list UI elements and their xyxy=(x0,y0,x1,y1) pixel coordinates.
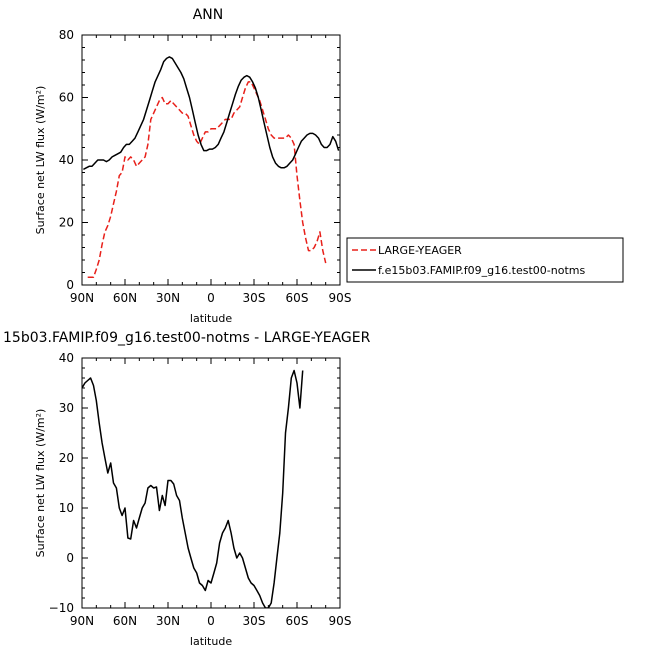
legend: LARGE-YEAGER f.e15b03.FAMIP.f09_g16.test0… xyxy=(346,237,624,283)
y-tick-label: 80 xyxy=(59,28,74,42)
x-tick-label: 90N xyxy=(70,614,94,628)
x-tick-label: 30S xyxy=(243,291,266,305)
x-tick-label: 90S xyxy=(329,291,352,305)
legend-box xyxy=(346,237,624,283)
x-tick-label: 90S xyxy=(329,614,352,628)
x-tick-label: 60S xyxy=(286,291,309,305)
bottom-panel: 90N 60N 30N 0 30S 60S 90S −10 0 10 20 30 40 latitude S… xyxy=(3,330,371,648)
y-tick-label: 20 xyxy=(59,216,74,230)
legend-label: f.e15b03.FAMIP.f09_g16.test00-notms xyxy=(378,264,585,277)
x-tick-label: 90N xyxy=(70,291,94,305)
x-axis-label: latitude xyxy=(190,635,232,648)
y-tick-label: 60 xyxy=(59,91,74,105)
series-line-large-yeager xyxy=(87,81,327,278)
chart-title: ANN xyxy=(193,7,224,23)
y-tick-label: 40 xyxy=(59,351,74,365)
y-tick-label: −10 xyxy=(49,601,74,615)
series-line-model xyxy=(83,56,340,171)
x-tick-label: 60S xyxy=(286,614,309,628)
y-tick-label: 10 xyxy=(59,501,74,515)
y-tick-label: 40 xyxy=(59,153,74,167)
y-axis-label: Surface net LW flux (W/m²) xyxy=(34,409,47,558)
chart-title: 15b03.FAMIP.f09_g16.test00-notms - LARGE… xyxy=(3,330,371,346)
x-tick-label: 0 xyxy=(207,614,215,628)
y-tick-label: 30 xyxy=(59,401,74,415)
x-tick-label: 60N xyxy=(113,614,137,628)
y-axis-label: Surface net LW flux (W/m²) xyxy=(34,86,47,235)
legend-label: LARGE-YEAGER xyxy=(378,244,462,257)
top-panel: 90N 60N 30N 0 30S 60S 90S 0 20 40 60 80 latitude Surf… xyxy=(34,7,351,325)
x-tick-label: 30N xyxy=(156,614,180,628)
y-tick-label: 20 xyxy=(59,451,74,465)
x-tick-label: 30N xyxy=(156,291,180,305)
y-tick-label: 0 xyxy=(66,551,74,565)
x-tick-label: 0 xyxy=(207,291,215,305)
series-line-model xyxy=(82,369,304,608)
x-axis-label: latitude xyxy=(190,312,232,325)
plot-frame xyxy=(81,34,341,286)
y-tick-label: 0 xyxy=(66,278,74,292)
x-tick-label: 60N xyxy=(113,291,137,305)
x-tick-label: 30S xyxy=(243,614,266,628)
